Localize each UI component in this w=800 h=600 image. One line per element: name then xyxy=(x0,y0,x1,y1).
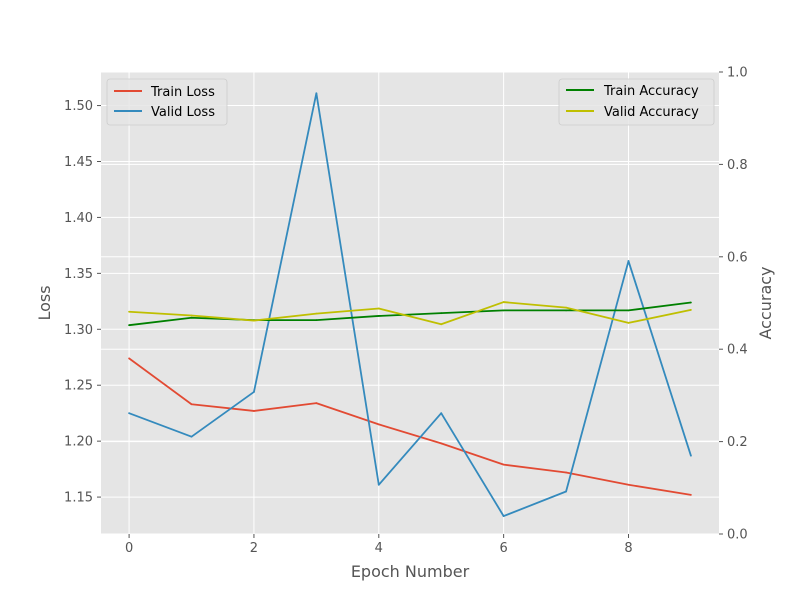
y-left-tick-label: 1.35 xyxy=(64,267,93,282)
y-left-tick-label: 1.15 xyxy=(64,491,93,506)
series-line-train-accuracy xyxy=(128,301,692,327)
y-right-tick-label: 0.0 xyxy=(727,528,748,543)
data-point-valid-accuracy xyxy=(440,323,443,326)
data-point-train-accuracy xyxy=(502,309,505,312)
data-point-valid-accuracy xyxy=(315,312,318,315)
data-point-train-loss xyxy=(128,357,130,360)
plot-area xyxy=(101,72,719,534)
series-layer xyxy=(128,92,692,518)
data-point-valid-loss xyxy=(190,435,193,438)
data-point-train-accuracy xyxy=(377,315,380,317)
data-point-valid-loss xyxy=(502,515,505,518)
legend-label-valid-accuracy: Valid Accuracy xyxy=(604,105,699,120)
data-point-valid-accuracy xyxy=(627,321,630,324)
data-point-valid-loss xyxy=(377,483,380,486)
y-axis-label-right: Accuracy xyxy=(756,266,775,339)
data-point-train-loss xyxy=(627,483,630,486)
data-point-valid-accuracy xyxy=(128,310,130,313)
series-line-train-loss xyxy=(128,357,692,496)
data-point-train-loss xyxy=(565,471,567,474)
data-point-valid-accuracy xyxy=(190,314,193,317)
data-point-valid-accuracy xyxy=(565,306,567,309)
legend-accuracy: Train Accuracy Valid Accuracy xyxy=(558,78,715,126)
data-point-train-accuracy xyxy=(128,324,130,327)
y-right-tick-label: 0.6 xyxy=(727,250,748,265)
y-left-tick-label: 1.45 xyxy=(64,155,93,170)
y-right-tick-label: 0.2 xyxy=(727,435,748,450)
series-line-valid-loss xyxy=(128,92,692,517)
y-axis-label-left: Loss xyxy=(35,285,54,320)
y-left-tick-label: 1.40 xyxy=(64,211,93,226)
data-point-train-loss xyxy=(315,402,318,405)
y-right-tick-label: 0.8 xyxy=(727,158,748,173)
grid xyxy=(101,71,719,535)
y-right-tick-label: 1.0 xyxy=(727,66,748,81)
ticks-layer: 0 2 4 6 8 1.15 1.20 1.25 1.30 1.35 1.40 1.45 1.50 0.0… xyxy=(64,66,748,557)
data-point-valid-accuracy xyxy=(690,309,692,311)
data-point-train-loss xyxy=(253,410,255,412)
legend-loss: Train Loss Valid Loss xyxy=(106,78,228,126)
data-point-train-accuracy xyxy=(440,312,443,315)
y-right-tick-label: 0.4 xyxy=(727,343,748,358)
data-point-valid-loss xyxy=(565,490,567,493)
series-line-valid-accuracy xyxy=(129,301,692,326)
data-point-train-accuracy xyxy=(190,316,193,319)
y-left-tick-label: 1.20 xyxy=(64,435,93,450)
data-point-train-loss xyxy=(377,423,380,426)
data-point-valid-loss xyxy=(315,92,318,95)
data-point-train-accuracy xyxy=(565,309,567,312)
data-point-valid-loss xyxy=(128,412,130,415)
data-point-train-loss xyxy=(190,403,193,406)
data-point-valid-accuracy xyxy=(253,319,255,322)
x-axis-label: Epoch Number xyxy=(351,562,470,581)
data-point-train-accuracy xyxy=(690,301,692,304)
legend-accuracy-frame xyxy=(558,78,715,126)
x-tick-label: 0 xyxy=(125,541,133,556)
data-point-valid-accuracy xyxy=(502,301,505,303)
x-tick-label: 8 xyxy=(624,541,632,556)
data-point-valid-accuracy xyxy=(377,307,380,310)
y-left-tick-label: 1.50 xyxy=(64,99,93,114)
data-point-train-accuracy xyxy=(315,319,318,321)
data-point-valid-loss xyxy=(440,412,443,415)
data-point-train-loss xyxy=(690,493,692,496)
data-point-train-accuracy xyxy=(627,309,630,312)
legend-label-train-loss: Train Loss xyxy=(150,85,215,100)
y-left-tick-label: 1.30 xyxy=(64,323,93,338)
data-point-valid-loss xyxy=(690,454,692,457)
y-left-tick-label: 1.25 xyxy=(64,379,93,394)
data-point-train-loss xyxy=(502,463,505,466)
x-tick-label: 4 xyxy=(375,541,383,556)
data-point-train-loss xyxy=(440,442,443,445)
x-tick-label: 2 xyxy=(250,541,258,556)
legend-label-train-accuracy: Train Accuracy xyxy=(603,84,699,99)
data-point-valid-loss xyxy=(627,260,630,262)
x-tick-label: 6 xyxy=(499,541,507,556)
data-point-valid-loss xyxy=(253,391,255,393)
legend-label-valid-loss: Valid Loss xyxy=(151,105,215,120)
